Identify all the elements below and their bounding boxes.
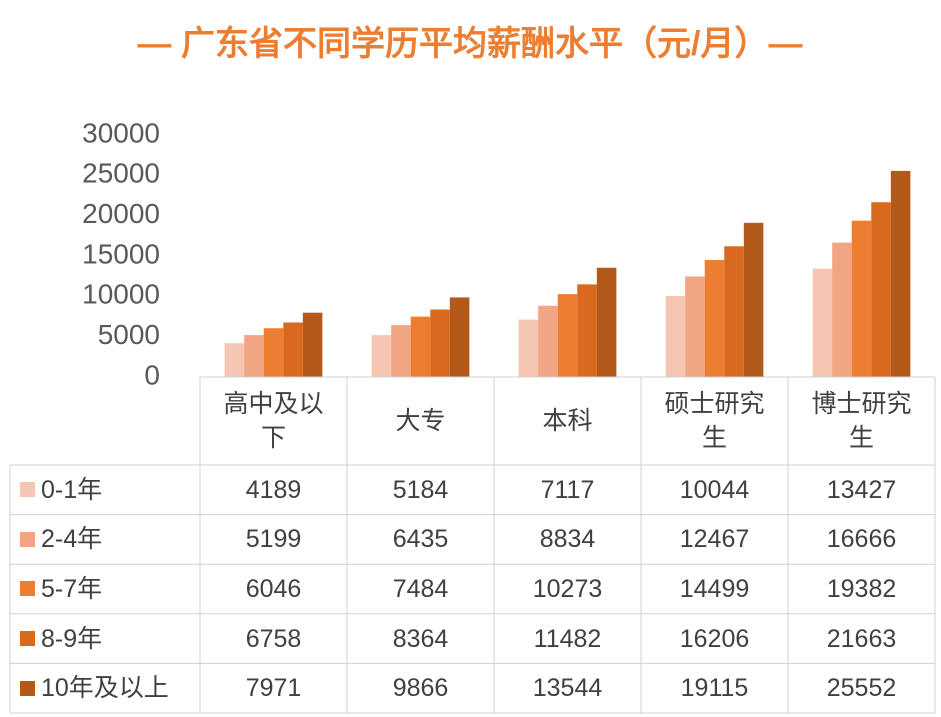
table-value: 16666 [826,525,897,554]
y-tick-label: 30000 [82,117,160,148]
table-value: 14499 [679,574,750,603]
x-tick-label: 本科 [542,407,593,435]
y-tick-label: 0 [144,359,160,390]
y-tick-label: 20000 [82,198,160,229]
table-value: 10044 [679,475,750,504]
legend-label: 0-1年 [41,475,103,504]
legend-entry: 2-4年 [10,515,200,565]
table-value: 16206 [679,624,750,653]
table-value: 5199 [245,525,302,554]
bar [224,343,245,377]
legend-label: 8-9年 [41,624,103,653]
table-value: 8834 [539,525,596,554]
bar [851,220,872,377]
bar [743,222,764,377]
table-value: 13544 [532,674,603,703]
bar [577,284,597,377]
table-value: 19115 [680,674,749,703]
table-value: 13427 [826,475,897,504]
bar [871,202,891,377]
bar [665,295,686,377]
table-value: 7484 [392,574,449,603]
table-value: 10273 [532,574,603,603]
bar [596,267,617,377]
bar [263,328,284,377]
legend-swatch [20,482,35,498]
bar [724,246,744,377]
y-tick-label: 25000 [82,158,160,189]
bar [410,316,431,377]
bar [518,319,539,377]
bar [812,268,833,377]
bar [371,335,392,377]
table-value: 6435 [392,525,449,554]
legend-label: 5-7年 [41,574,103,603]
bar [890,170,911,377]
table-value: 11482 [533,624,602,653]
table-value: 8364 [392,624,449,653]
bar [704,260,725,377]
legend-label: 10年及以上 [41,674,169,703]
legend-entry: 5-7年 [10,564,200,614]
bar [283,322,303,377]
legend-entry: 8-9年 [10,614,200,664]
table-value: 9866 [392,674,449,703]
table-value: 6758 [245,624,302,653]
legend-label: 2-4年 [41,525,103,554]
legend-entry: 0-1年 [10,465,200,515]
bar [557,294,578,377]
table-value: 6046 [245,574,302,603]
table-value: 7117 [540,475,595,504]
legend-entry: 10年及以上 [10,663,200,713]
bar [538,305,558,377]
bar [832,242,852,377]
x-tick-label: 高中及以下 [223,390,324,452]
table-value: 12467 [679,525,750,554]
y-tick-label: 10000 [82,279,160,310]
y-tick-label: 5000 [98,319,160,350]
table-value: 21663 [826,624,897,653]
legend-swatch [20,531,35,547]
table-value: 25552 [826,674,897,703]
x-tick-label: 大专 [395,407,446,435]
y-tick-label: 15000 [82,238,160,269]
bar [244,335,264,377]
x-tick-label: 博士研究生 [811,390,912,452]
bar [391,325,411,377]
legend-swatch [20,631,35,647]
chart-title: — 广东省不同学历平均薪酬水平（元/月）— [138,24,803,63]
legend-swatch [20,680,35,696]
bar [685,276,705,377]
table-value: 19382 [826,574,897,603]
bar [449,297,470,377]
table-value: 7971 [245,674,302,703]
table-value: 4189 [245,475,302,504]
legend-swatch [20,581,35,597]
bar [430,309,450,377]
table-value: 5184 [392,475,449,504]
x-tick-label: 硕士研究生 [664,390,765,452]
bar [302,312,323,377]
